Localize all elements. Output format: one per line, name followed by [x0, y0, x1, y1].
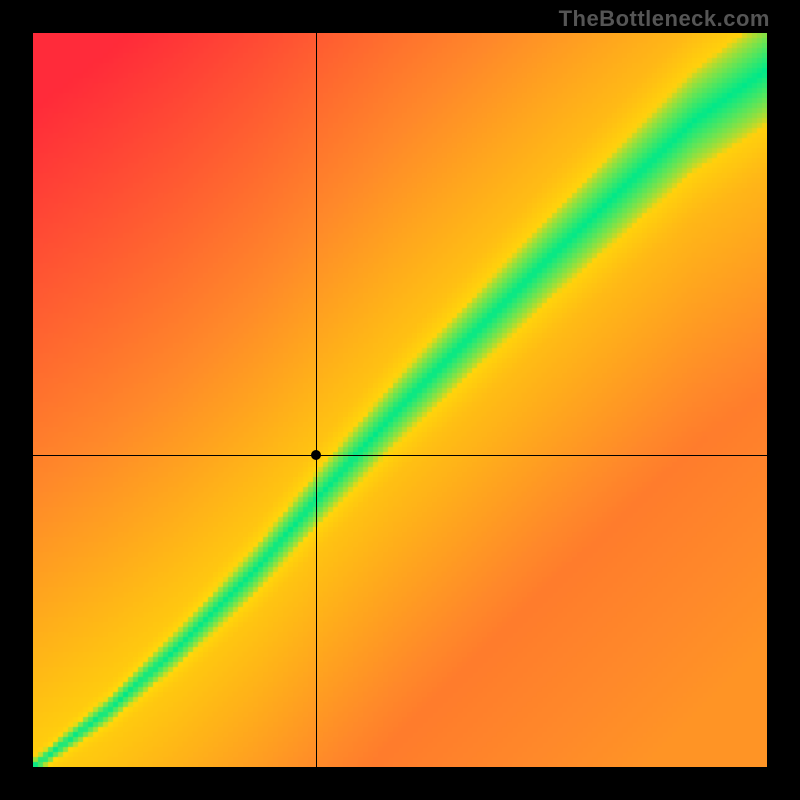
plot-area — [33, 33, 767, 767]
crosshair-marker-dot — [311, 450, 321, 460]
heatmap-canvas — [33, 33, 767, 767]
crosshair-vertical — [316, 33, 317, 767]
watermark-text: TheBottleneck.com — [559, 6, 770, 32]
crosshair-horizontal — [33, 455, 767, 456]
chart-container: TheBottleneck.com — [0, 0, 800, 800]
